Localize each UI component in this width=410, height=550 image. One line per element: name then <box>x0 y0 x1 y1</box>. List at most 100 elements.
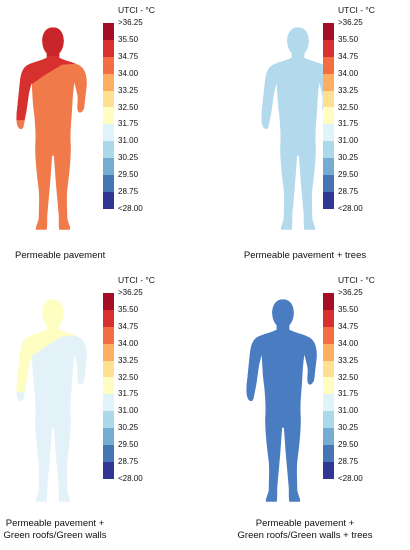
scenario-caption: Permeable pavement + trees <box>230 250 380 262</box>
legend-title: UTCI - °C <box>338 5 375 15</box>
legend-tick-label: 30.25 <box>118 423 139 433</box>
panel-permeable-pavement-green-roofs-trees: UTCI - °C >36.25 35.50 34.75 34.00 33.25 32.50… <box>205 270 410 545</box>
head-region <box>16 27 87 56</box>
human-figure-utci-map <box>235 294 331 508</box>
color-swatch <box>323 461 334 479</box>
legend-tick-label: <28.00 <box>118 203 143 213</box>
legend-tick-label: >36.25 <box>118 18 143 27</box>
panel-permeable-pavement: UTCI - °C >36.25 35.50 34.75 34.00 33.25 32.50… <box>0 0 205 275</box>
caption-line: Permeable pavement + trees <box>243 250 367 261</box>
color-swatch <box>103 394 114 412</box>
color-swatch <box>103 175 114 192</box>
color-swatch <box>103 377 114 395</box>
legend-tick-label: 33.25 <box>338 85 359 95</box>
legend-tick-label: 33.25 <box>338 355 359 365</box>
legend-tick-label: 35.50 <box>338 304 359 314</box>
legend-title: UTCI - °C <box>338 275 375 285</box>
legend-tick-label: 31.00 <box>118 136 139 146</box>
color-swatch <box>323 326 334 344</box>
legend-tick-label: 31.75 <box>118 119 139 129</box>
color-scale-bar <box>323 293 334 479</box>
legend-tick-label: >36.25 <box>338 18 363 27</box>
legend-tick-label: 33.25 <box>118 355 139 365</box>
legend-tick-label: 29.50 <box>338 170 359 180</box>
color-swatch <box>103 191 114 209</box>
color-swatch <box>323 73 334 91</box>
legend-tick-label: 34.75 <box>118 321 139 331</box>
caption-line: Green roofs/Green walls + trees <box>237 530 373 541</box>
color-swatch <box>103 158 114 176</box>
color-swatch <box>323 39 334 57</box>
legend-tick-label: 28.75 <box>338 457 359 466</box>
color-swatch <box>323 107 334 125</box>
legend-tick-label: 28.75 <box>118 457 139 466</box>
legend-tick-label: >36.25 <box>118 288 143 297</box>
legend-title: UTCI - °C <box>118 5 155 15</box>
color-scale-bar <box>103 293 114 479</box>
color-swatch <box>323 23 334 40</box>
legend-tick-label: 28.75 <box>338 187 359 196</box>
color-swatch <box>323 141 334 159</box>
legend-tick-label: 29.50 <box>118 440 139 450</box>
caption-line: Green roofs/Green walls <box>3 530 107 541</box>
color-swatch <box>103 56 114 74</box>
color-swatch <box>323 90 334 108</box>
color-swatch <box>103 124 114 142</box>
legend-tick-label: 35.50 <box>338 34 359 44</box>
color-swatch <box>323 343 334 361</box>
legend-tick-label: 30.25 <box>338 423 359 433</box>
scenario-caption: Permeable pavement + Green roofs/Green w… <box>0 518 110 542</box>
color-swatch <box>103 461 114 479</box>
color-swatch <box>103 90 114 108</box>
color-swatch <box>103 360 114 378</box>
legend-tick-label: 32.50 <box>338 372 359 382</box>
color-swatch <box>103 326 114 344</box>
color-swatch <box>103 107 114 125</box>
legend-tick-label: 29.50 <box>338 440 359 450</box>
color-swatch <box>103 23 114 40</box>
legend-tick-label: >36.25 <box>338 288 363 297</box>
human-figure-utci-map <box>5 22 101 236</box>
color-swatch <box>103 411 114 429</box>
legend-tick-label: 30.25 <box>118 153 139 163</box>
color-swatch <box>323 124 334 142</box>
panel-permeable-pavement-trees: UTCI - °C >36.25 35.50 34.75 34.00 33.25 32.50… <box>205 0 410 275</box>
legend-tick-label: 32.50 <box>118 102 139 112</box>
caption-line: Permeable pavement + <box>5 518 105 529</box>
legend-tick-label: 31.00 <box>338 136 359 146</box>
color-swatch <box>323 175 334 192</box>
legend-title: UTCI - °C <box>118 275 155 285</box>
legend-tick-label: 34.00 <box>338 68 359 78</box>
color-scale-bar <box>323 23 334 209</box>
scenario-caption: Permeable pavement <box>15 250 135 262</box>
legend-tick-label: 30.25 <box>338 153 359 163</box>
color-swatch <box>323 445 334 462</box>
caption-line: Permeable pavement <box>15 250 106 261</box>
legend-tick-label: 35.50 <box>118 304 139 314</box>
color-scale-bar <box>103 23 114 209</box>
human-silhouette <box>16 299 87 502</box>
color-swatch <box>323 293 334 310</box>
human-silhouette <box>16 27 87 230</box>
legend-tick-label: 33.25 <box>118 85 139 95</box>
legend-tick-label: 32.50 <box>118 372 139 382</box>
color-swatch <box>323 56 334 74</box>
legend-tick-label: 29.50 <box>118 170 139 180</box>
legend-tick-label: <28.00 <box>338 203 363 213</box>
legend-tick-label: 34.00 <box>338 338 359 348</box>
head-region <box>246 299 317 328</box>
color-swatch <box>323 191 334 209</box>
legend-tick-label: <28.00 <box>338 473 363 483</box>
color-swatch <box>103 73 114 91</box>
legend-tick-label: 34.75 <box>338 51 359 61</box>
head-region <box>16 299 87 328</box>
color-swatch <box>323 377 334 395</box>
color-swatch <box>103 39 114 57</box>
color-swatch <box>323 309 334 327</box>
color-swatch <box>323 428 334 446</box>
color-swatch <box>103 141 114 159</box>
color-swatch <box>103 293 114 310</box>
human-figure-utci-map <box>250 22 346 236</box>
legend-tick-label: 31.00 <box>338 406 359 416</box>
color-swatch <box>323 411 334 429</box>
